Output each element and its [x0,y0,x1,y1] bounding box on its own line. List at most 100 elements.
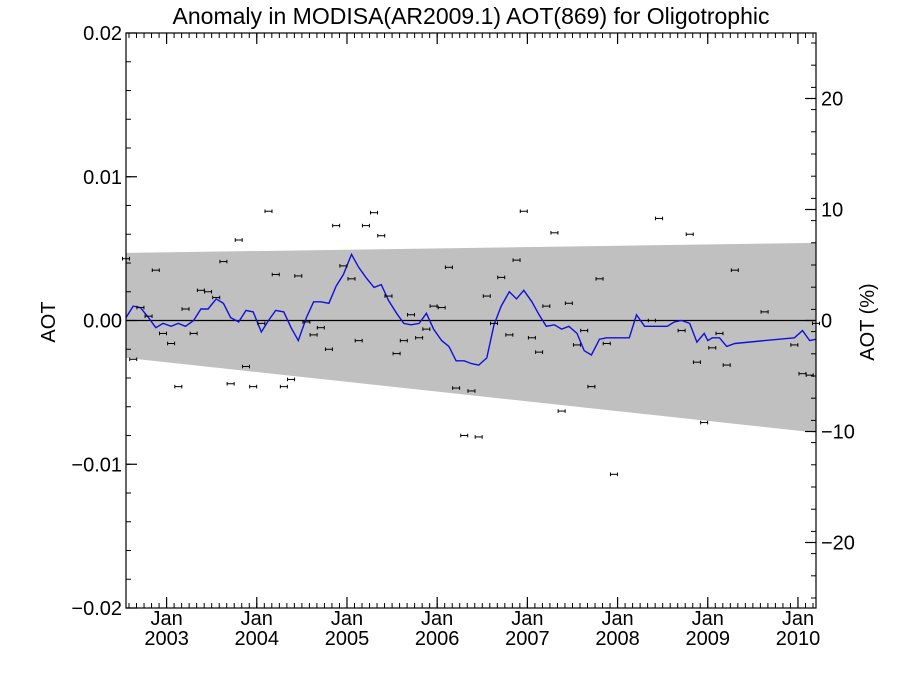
monthly-point [377,233,386,238]
monthly-point [512,258,521,262]
monthly-point [692,360,701,364]
monthly-points-layer [122,209,820,477]
monthly-point [790,343,799,347]
smoothed-series-line [125,252,817,366]
monthly-point [482,294,491,298]
monthly-point [715,331,724,336]
monthly-point [257,321,266,326]
monthly-point [490,321,498,326]
uncertainty-band-layer [126,242,816,433]
monthly-point [550,231,559,235]
x-tick-month-label: Jan [511,608,543,630]
monthly-point [602,341,611,346]
monthly-point [572,343,581,347]
monthly-point [467,389,476,393]
monthly-point [519,209,528,214]
monthly-point [677,328,686,333]
monthly-point [415,335,424,340]
monthly-point [151,268,160,272]
y2-tick-label: −10 [821,422,855,444]
monthly-point [647,318,656,323]
x-tick-month-label: Jan [692,608,724,630]
monthly-point [722,363,731,367]
x-tick-year-label: 2007 [505,628,550,650]
x-tick-month-label: Jan [782,608,814,630]
monthly-point [587,384,596,389]
monthly-point [181,307,190,311]
monthly-point [370,210,379,215]
monthly-point [129,357,138,362]
monthly-point [685,232,694,237]
monthly-point [302,320,311,324]
monthly-point [474,435,483,439]
monthly-point [655,216,664,221]
y-axis-right: −20 −10 0 10 20 [805,42,855,599]
monthly-point [535,350,544,354]
monthly-point [708,346,717,350]
monthly-point [580,328,589,333]
monthly-point [505,333,514,337]
monthly-point [760,310,769,314]
monthly-point [444,265,453,270]
x-tick-year-label: 2003 [144,628,189,650]
monthly-point [324,347,333,352]
monthly-point [212,295,221,300]
monthly-point [279,384,288,389]
y-tick-label: −0.02 [71,598,122,620]
monthly-point [189,331,198,336]
monthly-point [730,268,739,272]
monthly-point [158,331,167,336]
monthly-point [542,304,551,308]
y-tick-label: 0.01 [83,167,122,189]
monthly-point [136,305,145,310]
monthly-point [437,305,446,310]
x-axis: Jan2003Jan2004Jan2005Jan2006Jan2007Jan20… [128,33,821,650]
monthly-point [332,223,341,228]
x-tick-year-label: 2008 [595,628,640,650]
y-tick-label: −0.01 [71,454,122,476]
monthly-point [271,272,280,277]
monthly-point [354,338,363,343]
x-tick-year-label: 2005 [325,628,370,650]
monthly-point [144,314,153,318]
monthly-point [339,264,348,268]
y2-tick-label: 10 [821,199,843,221]
monthly-point [167,341,176,346]
x-tick-month-label: Jan [150,608,182,630]
monthly-point [234,238,243,242]
monthly-point [392,351,401,356]
monthly-point [700,420,709,425]
monthly-point [347,277,356,281]
monthly-point [361,223,370,228]
x-tick-year-label: 2010 [776,628,821,650]
y2-tick-label: −20 [821,533,855,555]
monthly-point [609,472,618,477]
y-axis-label: AOT [38,301,60,342]
monthly-point [264,209,273,214]
x-tick-month-label: Jan [331,608,363,630]
smoothed-line-layer [125,252,817,366]
monthly-point [452,386,461,390]
monthly-point [399,338,408,343]
x-tick-year-label: 2004 [235,628,280,650]
x-tick-month-label: Jan [601,608,633,630]
y-tick-label: 0.00 [83,311,122,333]
monthly-point [287,377,296,382]
y2-tick-label: 20 [821,88,843,110]
monthly-point [384,294,393,298]
monthly-point [460,433,469,438]
uncertainty-band [126,242,816,433]
y2-axis-label: AOT (%) [857,283,879,360]
x-tick-month-label: Jan [421,608,453,630]
x-tick-month-label: Jan [241,608,273,630]
monthly-point [422,327,431,331]
monthly-point [407,312,416,317]
monthly-point [497,275,506,280]
x-tick-year-label: 2009 [686,628,731,650]
monthly-point [174,384,183,389]
monthly-point [595,277,604,281]
monthly-point [316,325,325,330]
y2-tick-label: 0 [821,311,832,333]
monthly-point [294,274,303,278]
